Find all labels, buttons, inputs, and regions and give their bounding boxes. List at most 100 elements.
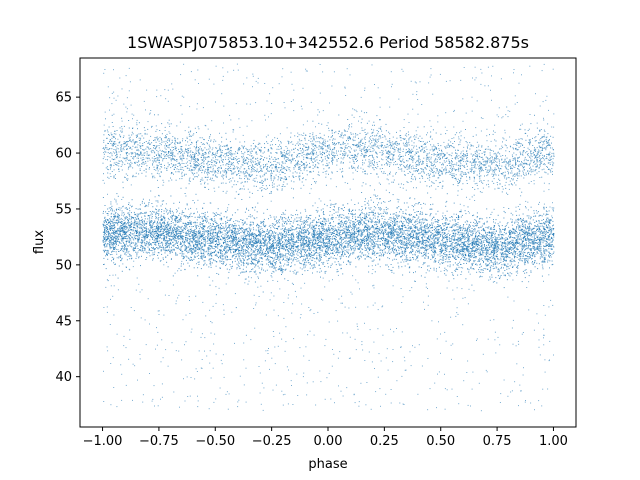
data-point: [366, 223, 368, 225]
data-point: [319, 237, 321, 239]
data-point: [431, 233, 433, 235]
data-point: [390, 235, 392, 237]
data-point: [541, 264, 543, 266]
data-point: [111, 242, 113, 243]
data-point: [167, 212, 169, 214]
data-point: [344, 228, 346, 230]
data-point: [159, 245, 161, 247]
data-point: [354, 209, 356, 211]
data-point: [398, 199, 400, 201]
data-point: [500, 261, 502, 263]
data-point: [453, 225, 455, 227]
data-point: [169, 236, 171, 237]
data-point: [361, 252, 363, 254]
data-point: [233, 221, 235, 223]
data-point: [181, 225, 183, 227]
data-point: [263, 240, 265, 242]
data-point: [129, 254, 131, 256]
data-point: [320, 276, 321, 278]
data-point: [289, 248, 291, 250]
data-point: [148, 231, 150, 233]
data-point: [432, 217, 433, 219]
data-point: [414, 225, 416, 227]
data-point: [517, 242, 519, 244]
data-point: [143, 220, 145, 222]
data-point: [491, 238, 493, 240]
data-point: [250, 247, 252, 249]
data-point: [153, 237, 155, 239]
data-point: [204, 239, 206, 241]
data-point: [261, 261, 263, 262]
data-point: [208, 266, 210, 268]
data-point: [491, 251, 493, 253]
data-point: [260, 263, 262, 265]
data-point: [260, 234, 262, 236]
data-point: [223, 236, 225, 238]
data-point: [310, 262, 311, 264]
data-point: [118, 217, 120, 219]
data-point: [237, 243, 238, 245]
data-point: [494, 255, 496, 257]
data-point: [102, 225, 104, 227]
data-point: [356, 227, 358, 229]
data-point: [106, 240, 108, 242]
data-point: [301, 238, 303, 240]
data-point: [123, 212, 125, 214]
data-point: [425, 244, 427, 246]
data-point: [273, 226, 274, 228]
data-point: [229, 218, 231, 220]
data-point: [379, 198, 380, 200]
data-point: [505, 225, 507, 227]
data-point: [188, 231, 190, 232]
data-point: [317, 241, 319, 243]
data-point: [247, 248, 249, 250]
data-point: [179, 201, 180, 203]
data-point: [282, 257, 284, 259]
data-point: [197, 244, 199, 246]
data-point: [493, 241, 495, 243]
data-point: [383, 236, 385, 238]
data-point: [440, 244, 442, 246]
data-point: [476, 216, 478, 218]
data-point: [225, 226, 227, 228]
data-point: [301, 254, 302, 256]
data-point: [308, 241, 310, 243]
data-point: [361, 253, 363, 255]
data-point: [339, 256, 341, 258]
data-point: [452, 224, 454, 226]
data-point: [471, 284, 473, 286]
data-point: [298, 239, 300, 241]
data-point: [476, 271, 478, 273]
data-point: [454, 256, 456, 258]
data-point: [376, 243, 378, 245]
data-point: [552, 229, 554, 231]
data-point: [154, 248, 156, 249]
data-point: [541, 230, 543, 232]
data-point: [125, 227, 127, 229]
data-point: [219, 260, 221, 262]
data-point: [253, 239, 255, 241]
data-point: [166, 224, 168, 226]
data-point: [109, 221, 111, 223]
data-point: [278, 256, 279, 258]
data-point: [353, 226, 355, 228]
data-point: [518, 229, 520, 231]
data-point: [361, 208, 363, 210]
data-point: [352, 229, 354, 231]
data-point: [144, 242, 146, 244]
data-point: [132, 236, 133, 238]
data-point: [385, 228, 387, 230]
data-point: [467, 250, 469, 252]
data-point: [548, 235, 550, 237]
data-point: [209, 231, 211, 233]
data-point: [407, 218, 408, 220]
data-point: [208, 222, 210, 224]
data-point: [527, 247, 529, 249]
data-point: [158, 223, 160, 225]
data-point: [168, 240, 170, 242]
data-point: [492, 264, 494, 266]
data-point: [246, 238, 248, 240]
data-point: [358, 239, 360, 241]
data-point: [461, 249, 463, 251]
data-point: [403, 251, 405, 253]
